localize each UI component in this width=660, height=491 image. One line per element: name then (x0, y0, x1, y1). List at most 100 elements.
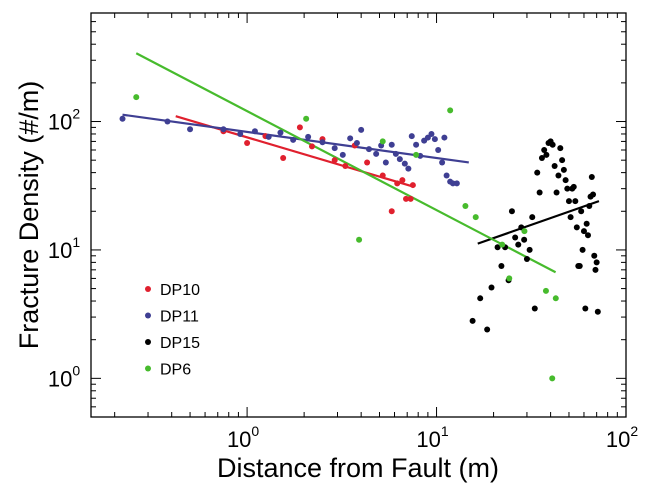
data-points (119, 94, 601, 382)
point-dp15 (536, 189, 543, 196)
point-dp11 (439, 159, 446, 166)
point-dp15 (534, 169, 541, 176)
fit-lines (122, 52, 600, 274)
point-dp11 (405, 165, 412, 172)
point-dp10 (379, 172, 386, 179)
point-dp15 (588, 173, 595, 180)
fit-line-dp6 (135, 52, 557, 274)
point-dp10 (308, 143, 315, 150)
point-dp6 (506, 275, 513, 282)
point-dp6 (499, 241, 506, 248)
point-dp6 (133, 94, 140, 101)
legend-marker-dp6 (145, 365, 151, 372)
point-dp6 (521, 228, 528, 235)
point-dp10 (407, 195, 414, 202)
point-dp11 (119, 115, 126, 122)
point-dp10 (244, 140, 251, 147)
x-tick-label: 101 (416, 423, 448, 452)
point-dp11 (164, 118, 171, 125)
point-dp11 (251, 128, 258, 135)
point-dp15 (521, 236, 528, 243)
point-dp10 (399, 177, 406, 184)
point-dp11 (319, 139, 326, 146)
point-dp11 (365, 146, 372, 153)
point-dp15 (564, 185, 571, 192)
point-dp11 (347, 135, 354, 142)
plot-area (90, 12, 627, 418)
point-dp10 (296, 124, 303, 131)
point-dp11 (290, 136, 297, 143)
point-dp15 (488, 284, 495, 291)
point-dp10 (331, 157, 338, 164)
point-dp11 (305, 133, 312, 140)
legend-marker-dp10 (145, 286, 151, 292)
point-dp11 (408, 133, 415, 140)
point-dp11 (428, 130, 435, 137)
point-dp11 (331, 145, 338, 152)
point-dp15 (538, 154, 545, 161)
point-dp15 (549, 141, 556, 148)
point-dp10 (394, 180, 401, 187)
legend: DP10 DP11 DP15 DP6 (145, 282, 200, 379)
point-dp15 (591, 252, 598, 259)
point-dp15 (584, 232, 591, 239)
x-tick-label: 100 (227, 423, 259, 452)
point-dp11 (265, 133, 272, 140)
point-dp15 (512, 234, 519, 241)
legend-label-dp10: DP10 (160, 282, 200, 299)
point-dp11 (187, 126, 194, 133)
point-dp15 (559, 157, 566, 164)
fit-line-dp15 (477, 200, 600, 245)
point-dp15 (565, 198, 572, 205)
point-dp15 (531, 305, 538, 312)
point-dp11 (339, 151, 346, 158)
y-tick-label: 101 (48, 234, 80, 263)
point-dp6 (303, 115, 310, 122)
point-dp15 (551, 163, 558, 170)
point-dp15 (508, 208, 515, 215)
point-dp15 (526, 246, 533, 253)
point-dp15 (580, 228, 587, 235)
point-dp10 (403, 195, 410, 202)
point-dp6 (379, 138, 386, 145)
point-dp15 (477, 295, 484, 302)
point-dp11 (443, 172, 450, 179)
axes-ticks (91, 12, 627, 418)
y-tick-label: 102 (48, 106, 80, 135)
point-dp6 (447, 107, 454, 114)
point-dp15 (523, 255, 530, 262)
point-dp11 (277, 129, 284, 136)
point-dp11 (388, 141, 395, 148)
legend-label-dp15: DP15 (160, 335, 200, 352)
point-dp6 (552, 295, 559, 302)
x-axis-title: Distance from Fault (m) (217, 453, 499, 483)
point-dp10 (388, 208, 395, 215)
point-dp6 (413, 151, 420, 158)
x-tick-label: 102 (606, 423, 638, 452)
point-dp6 (462, 202, 469, 209)
point-dp15 (570, 183, 577, 190)
legend-marker-dp11 (145, 312, 151, 319)
point-dp11 (431, 136, 438, 143)
point-dp15 (576, 262, 583, 269)
point-dp15 (594, 308, 601, 315)
point-dp15 (498, 262, 505, 269)
point-dp11 (237, 130, 244, 137)
y-axis-title: Fracture Density (#/m) (14, 81, 44, 350)
point-dp15 (469, 317, 476, 324)
point-dp15 (590, 191, 597, 198)
point-dp11 (453, 180, 460, 187)
point-dp11 (353, 140, 360, 147)
point-dp15 (494, 244, 501, 251)
point-dp15 (583, 220, 590, 227)
point-dp11 (441, 134, 448, 141)
point-dp15 (557, 145, 564, 152)
point-dp6 (356, 236, 363, 243)
point-dp11 (382, 159, 389, 166)
point-dp6 (472, 214, 479, 221)
point-dp15 (560, 166, 567, 173)
point-dp15 (541, 147, 548, 154)
point-dp11 (373, 150, 380, 157)
point-dp15 (567, 214, 574, 221)
